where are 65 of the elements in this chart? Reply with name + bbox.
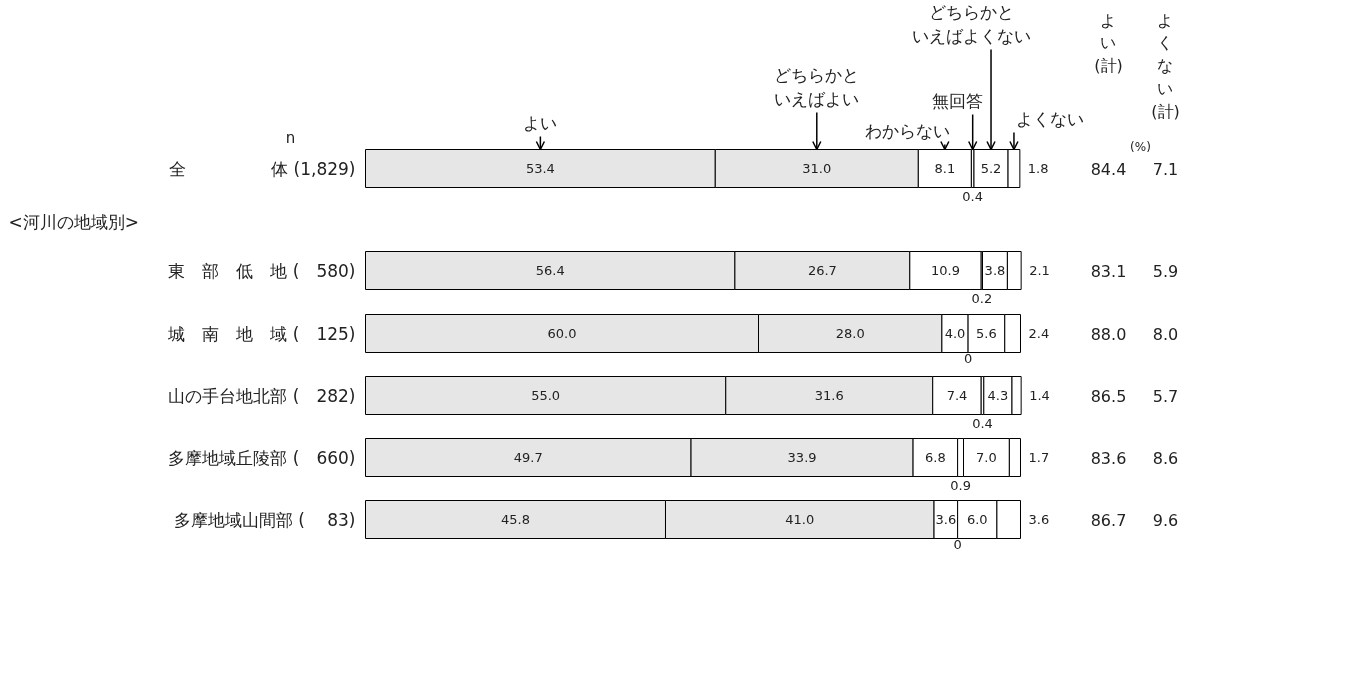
data-label: 0.4 xyxy=(962,189,984,204)
data-label: 4.3 xyxy=(987,388,1009,403)
text: <河川の地域別> xyxy=(8,211,139,232)
data-label: 5.6 xyxy=(976,326,997,341)
annotation: 0 xyxy=(963,351,973,366)
text: どちらかといえばよくない xyxy=(911,1,1031,46)
data-label: 31.0 xyxy=(802,161,832,176)
text: n xyxy=(285,128,296,147)
text: 83.1 xyxy=(1090,261,1127,281)
data-label: 1.8 xyxy=(1027,161,1049,176)
data-label: 3.8 xyxy=(984,263,1006,278)
text: 7.1 xyxy=(1152,159,1179,179)
data-label: 41.0 xyxy=(785,512,815,527)
text: 86.5 xyxy=(1090,386,1127,406)
text: 8.6 xyxy=(1152,448,1179,468)
text: 86.7 xyxy=(1090,510,1127,530)
data-label: 1.7 xyxy=(1028,450,1050,465)
data-label: 31.6 xyxy=(814,388,844,403)
data-label: 0.9 xyxy=(950,478,971,493)
data-label: 1.4 xyxy=(1029,388,1050,403)
data-label: 28.0 xyxy=(835,326,865,341)
text: よくない(計) xyxy=(1151,10,1180,121)
data-label: 49.7 xyxy=(513,450,543,465)
data-label: 7.0 xyxy=(976,450,997,465)
y-tick-label: 全 体 (1,829) xyxy=(169,158,356,179)
data-label: 0.4 xyxy=(972,416,993,431)
series-label: よい xyxy=(523,112,558,133)
text: どちらかといえばよい xyxy=(774,64,860,109)
legend-label: わからない xyxy=(864,120,950,141)
text: 83.6 xyxy=(1090,448,1127,468)
text: (%) xyxy=(1130,139,1151,154)
text: 8.0 xyxy=(1152,324,1179,344)
data-label: 2.4 xyxy=(1028,326,1050,341)
data-label: 5.2 xyxy=(980,161,1002,176)
y-tick-label: 東 部 低 地 ( 580) xyxy=(168,260,356,281)
data-label: 53.4 xyxy=(525,161,555,176)
data-label: 4.0 xyxy=(944,326,966,341)
data-label: 26.7 xyxy=(807,263,837,278)
data-label: 10.9 xyxy=(931,263,960,278)
text: 5.7 xyxy=(1152,386,1179,406)
data-label: 3.6 xyxy=(1028,512,1050,527)
text: 5.9 xyxy=(1152,261,1179,281)
data-label: 55.0 xyxy=(531,388,561,403)
data-label: 2.1 xyxy=(1029,263,1050,278)
text: 88.0 xyxy=(1090,324,1127,344)
data-label: 33.9 xyxy=(787,450,817,465)
series-label: よくない xyxy=(1015,108,1084,129)
data-label: 3.6 xyxy=(935,512,957,527)
data-label: 6.0 xyxy=(966,512,988,527)
y-tick-label: 城 南 地 域 ( 125) xyxy=(167,323,356,344)
data-label: 6.8 xyxy=(925,450,946,465)
y-tick-label: 多摩地域丘陵部 ( 660) xyxy=(168,447,356,468)
text: よい(計) xyxy=(1094,10,1123,76)
annotation: 0 xyxy=(953,537,962,552)
data-label: 7.4 xyxy=(946,388,968,403)
data-label: 45.8 xyxy=(501,512,530,527)
text: 9.6 xyxy=(1152,510,1179,530)
text: 無回答 xyxy=(931,90,983,111)
y-tick-label: 山の手台地北部 ( 282) xyxy=(168,385,356,406)
data-label: 56.4 xyxy=(535,263,565,278)
data-label: 8.1 xyxy=(934,161,956,176)
text: 84.4 xyxy=(1090,159,1127,179)
y-tick-label: 多摩地域山間部 ( 83) xyxy=(173,509,356,530)
data-label: 60.0 xyxy=(547,326,577,341)
data-label: 0.2 xyxy=(971,291,993,306)
